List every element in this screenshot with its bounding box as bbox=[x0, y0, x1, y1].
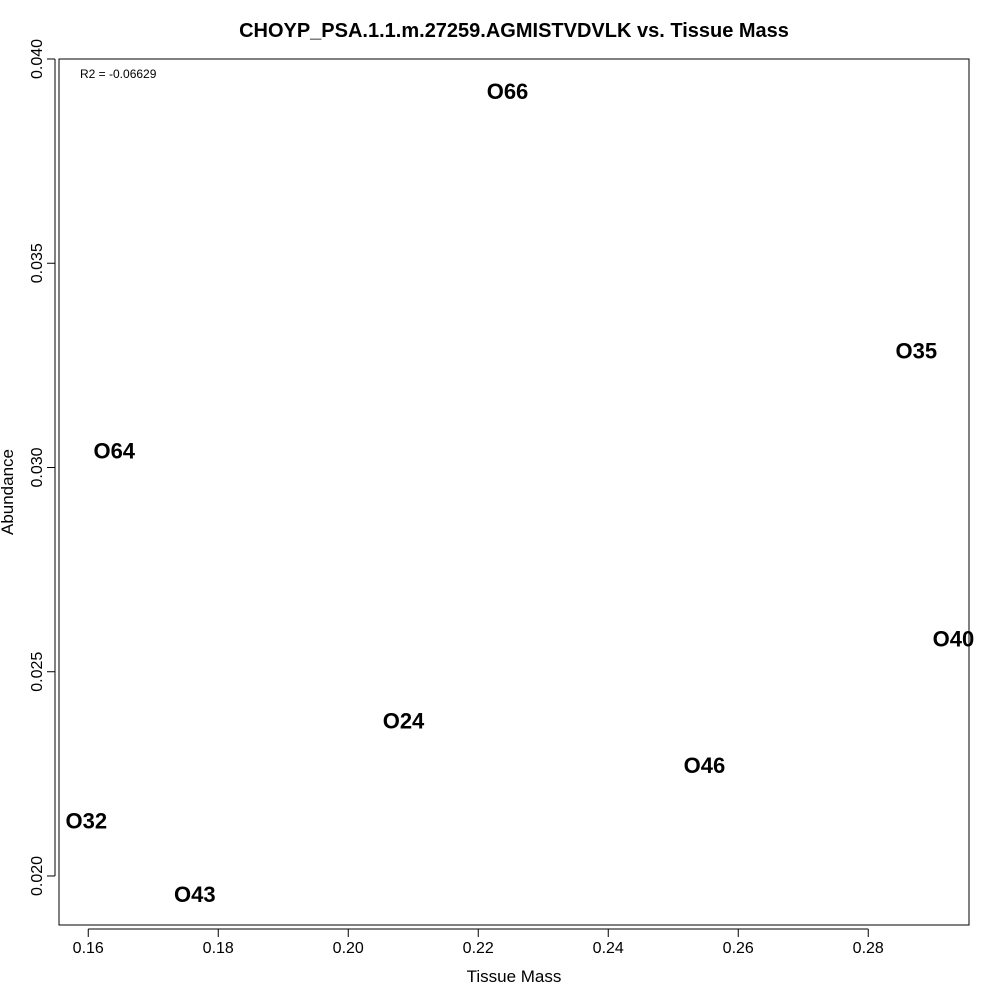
x-tick-label: 0.26 bbox=[723, 940, 754, 957]
y-tick-label: 0.025 bbox=[29, 652, 46, 692]
x-tick-label: 0.20 bbox=[333, 940, 364, 957]
y-axis: 0.020 0.025 0.030 0.035 0.040 bbox=[29, 39, 56, 896]
chart-title: CHOYP_PSA.1.1.m.27259.AGMISTVDVLK vs. Ti… bbox=[239, 20, 789, 42]
x-tick-label: 0.28 bbox=[853, 940, 884, 957]
x-tick-label: 0.22 bbox=[463, 940, 494, 957]
y-tick-label: 0.030 bbox=[29, 447, 46, 487]
point-label-o66: O66 bbox=[487, 79, 529, 104]
point-label-o35: O35 bbox=[896, 339, 938, 364]
data-points: O66 O35 O64 O40 O24 O46 O32 O43 bbox=[66, 79, 975, 907]
x-tick-label: 0.16 bbox=[73, 940, 104, 957]
point-label-o32: O32 bbox=[66, 808, 108, 833]
x-axis-label: Tissue Mass bbox=[467, 967, 562, 986]
point-label-o24: O24 bbox=[383, 708, 425, 733]
point-label-o40: O40 bbox=[933, 627, 975, 652]
point-label-o43: O43 bbox=[174, 882, 216, 907]
y-tick-label: 0.040 bbox=[29, 39, 46, 79]
plot-frame bbox=[58, 58, 970, 926]
x-axis: 0.16 0.18 0.20 0.22 0.24 0.26 0.28 bbox=[73, 928, 884, 957]
x-tick-label: 0.18 bbox=[203, 940, 234, 957]
point-label-o46: O46 bbox=[684, 753, 726, 778]
x-tick-label: 0.24 bbox=[593, 940, 624, 957]
r-squared-annotation: R2 = -0.06629 bbox=[80, 67, 157, 81]
y-tick-label: 0.035 bbox=[29, 243, 46, 283]
point-label-o64: O64 bbox=[93, 439, 135, 464]
y-axis-label: Abundance bbox=[0, 449, 17, 535]
y-tick-label: 0.020 bbox=[29, 856, 46, 896]
